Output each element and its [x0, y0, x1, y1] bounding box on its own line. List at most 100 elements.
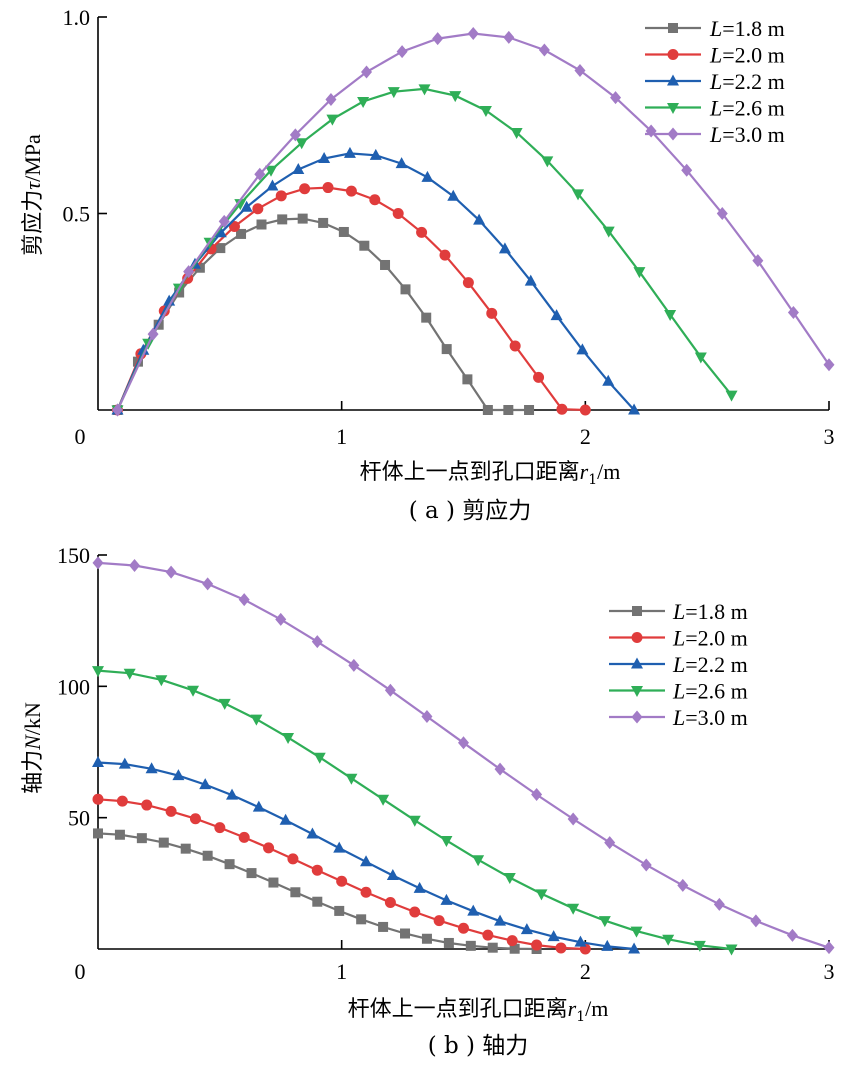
x-tick-label-a: 2: [580, 424, 591, 449]
data-point-a-3: [572, 189, 585, 201]
data-point-b-3: [218, 698, 231, 710]
data-point-a-3: [418, 84, 431, 96]
chart-a: 0 1 2 3 0.5 1.0 杆体上一点到孔口距离r1/m 剪应力τ/MPa ( a ) 剪应…: [20, 5, 835, 524]
data-point-b-4: [384, 683, 396, 697]
data-point-a-0: [338, 226, 349, 237]
legend-marker-a-2: [667, 74, 679, 86]
legend-label-b-0: L=1.8 m: [672, 599, 748, 624]
series-b-0: [93, 828, 542, 954]
data-point-a-1: [275, 190, 287, 202]
data-point-a-4: [396, 45, 408, 59]
data-point-a-1: [579, 404, 591, 416]
data-point-b-4: [348, 658, 360, 672]
y-axis-title-b: 轴力N/kN: [20, 702, 46, 794]
data-point-b-1: [506, 935, 518, 947]
data-point-a-2: [421, 170, 434, 182]
data-point-b-4: [750, 914, 762, 928]
data-point-b-0: [312, 896, 323, 907]
data-point-b-2: [413, 881, 426, 893]
data-point-b-1: [360, 886, 372, 898]
data-point-a-2: [395, 157, 408, 169]
data-point-a-4: [254, 167, 266, 181]
data-point-b-0: [465, 940, 476, 951]
data-point-b-2: [333, 841, 346, 853]
data-point-a-4: [538, 43, 550, 57]
data-point-b-0: [378, 921, 389, 932]
data-point-b-2: [440, 893, 453, 905]
data-point-b-3: [123, 668, 136, 680]
data-point-a-4: [503, 30, 515, 44]
data-point-a-1: [369, 194, 381, 206]
x-tick-label-b: 3: [824, 959, 835, 984]
data-point-b-1: [141, 799, 153, 811]
data-point-b-4: [275, 612, 287, 626]
legend-marker-a-4: [667, 127, 679, 141]
series-a-0: [112, 213, 535, 415]
data-point-a-1: [392, 208, 404, 219]
y-tick-label-b: 150: [57, 543, 90, 568]
series-a-3: [111, 84, 738, 417]
x-tick-label-b: 1: [336, 959, 347, 984]
data-point-a-4: [111, 403, 123, 417]
data-point-a-3: [295, 138, 308, 150]
data-point-a-4: [681, 163, 693, 177]
data-point-b-3: [662, 934, 675, 946]
data-point-a-0: [380, 259, 391, 270]
data-point-a-0: [277, 214, 288, 225]
chart-b: 0 1 2 3 50 100 150 杆体上一点到孔口距离r1/m 轴力N/kN ( b ) 轴力…: [20, 543, 835, 1059]
data-point-a-2: [576, 343, 589, 355]
data-point-a-2: [498, 242, 511, 254]
data-point-b-2: [226, 788, 239, 800]
data-point-a-1: [509, 340, 521, 352]
data-point-b-1: [482, 929, 494, 941]
caption-a: ( a ) 剪应力: [409, 498, 532, 524]
data-point-b-4: [531, 788, 543, 802]
data-point-b-2: [601, 939, 614, 951]
data-point-b-0: [443, 937, 454, 948]
x-tick-label-b: 2: [580, 959, 591, 984]
legend-marker-a-0: [668, 23, 678, 33]
caption-b: ( b ) 轴力: [428, 1033, 529, 1059]
series-b-3: [92, 666, 738, 956]
legend-marker-b-2: [631, 657, 643, 669]
data-point-a-1: [439, 249, 451, 261]
data-point-b-2: [494, 914, 507, 926]
data-point-a-1: [252, 203, 264, 215]
data-point-a-2: [369, 148, 382, 160]
data-point-b-2: [306, 827, 319, 839]
data-point-b-2: [92, 756, 104, 768]
data-point-a-3: [694, 352, 707, 364]
data-point-b-0: [487, 942, 498, 953]
data-point-b-3: [567, 903, 580, 915]
data-point-b-4: [238, 593, 250, 607]
data-point-b-1: [287, 853, 299, 865]
data-point-b-3: [598, 916, 611, 928]
data-point-b-0: [246, 868, 257, 879]
data-point-b-0: [224, 859, 235, 870]
x-axis-title-a: 杆体上一点到孔口距离r1/m: [360, 459, 621, 488]
legend-marker-a-1: [667, 49, 679, 60]
data-point-a-2: [292, 162, 305, 174]
data-point-b-0: [180, 843, 191, 854]
series-b-4: [92, 556, 835, 955]
data-point-b-1: [165, 805, 177, 817]
data-point-b-1: [311, 864, 323, 876]
legend-label-a-2: L=2.2 m: [709, 69, 785, 94]
legend-marker-a-3: [667, 103, 679, 114]
data-point-a-2: [524, 274, 537, 286]
legend-marker-b-4: [631, 710, 643, 724]
series-b-1: [92, 793, 591, 955]
data-point-a-0: [462, 374, 473, 385]
data-point-b-2: [279, 813, 292, 825]
legend-marker-b-3: [631, 686, 643, 697]
legend-label-b-2: L=2.2 m: [672, 652, 748, 677]
data-point-b-3: [725, 944, 738, 956]
data-point-a-3: [357, 96, 370, 108]
data-point-b-2: [118, 757, 131, 769]
data-point-a-4: [183, 265, 195, 279]
x-axis-title-b: 杆体上一点到孔口距离r1/m: [348, 996, 609, 1025]
data-point-b-0: [268, 877, 279, 888]
legend-a: L=1.8 mL=2.0 mL=2.2 mL=2.6 mL=3.0 m: [645, 16, 785, 147]
data-point-b-4: [494, 762, 506, 776]
series-line-a-1: [116, 186, 586, 412]
